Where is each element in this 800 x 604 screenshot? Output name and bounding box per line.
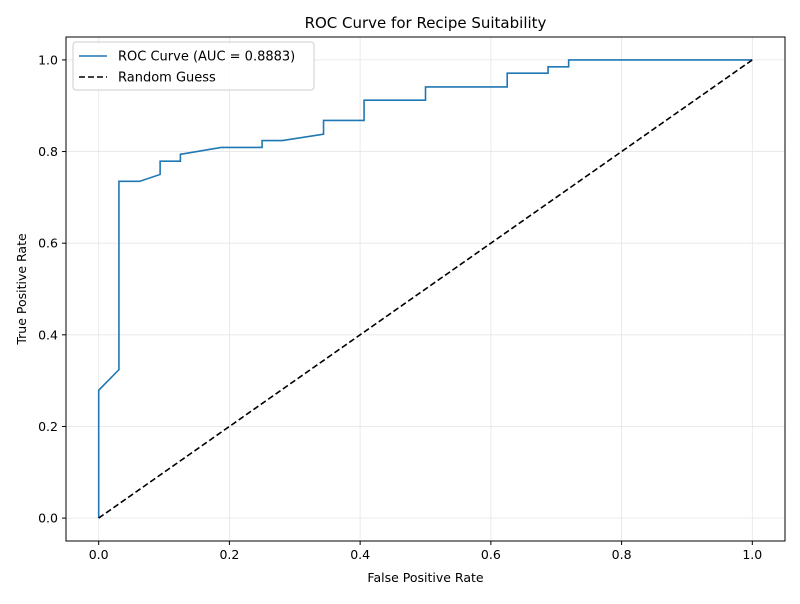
y-tick-label: 1.0 — [38, 52, 58, 67]
x-tick-label: 0.8 — [612, 547, 632, 562]
legend-random-label: Random Guess — [118, 71, 216, 86]
y-tick-label: 0.6 — [38, 236, 58, 251]
y-axis-label: True Positive Rate — [14, 233, 29, 346]
x-tick-label: 0.4 — [350, 547, 370, 562]
x-axis-label: False Positive Rate — [367, 570, 483, 585]
x-tick-label: 1.0 — [742, 547, 762, 562]
plot-frame — [65, 36, 786, 542]
legend-box — [72, 41, 315, 91]
x-tick-label: 0.0 — [89, 547, 109, 562]
x-tick-label: 0.2 — [219, 547, 239, 562]
legend-roc-label: ROC Curve (AUC = 0.8883) — [118, 50, 295, 65]
y-tick-label: 0.2 — [38, 419, 58, 434]
series-layer — [97, 59, 753, 519]
random-guess-line — [98, 59, 753, 519]
y-tick-label: 0.8 — [38, 144, 58, 159]
y-tick-label: 0.4 — [38, 327, 58, 342]
chart-title: ROC Curve for Recipe Suitability — [305, 14, 547, 32]
roc-curve-line — [97, 59, 753, 519]
axes — [65, 36, 786, 542]
legend: ROC Curve (AUC = 0.8883) Random Guess — [72, 41, 315, 91]
y-tick-label: 0.0 — [38, 511, 58, 526]
x-tick-label: 0.6 — [481, 547, 501, 562]
ticks: 0.0 0.2 0.4 0.6 0.8 1.0 0.0 0.2 0.4 0.6 0.8 1.0 — [38, 52, 762, 562]
